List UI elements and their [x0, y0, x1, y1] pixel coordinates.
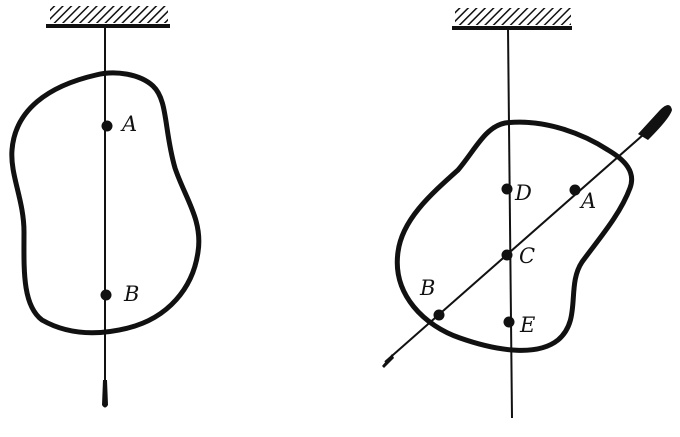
right-point-b-dot [433, 309, 445, 321]
right-figure: D A C B E [382, 8, 672, 419]
right-point-d-dot [501, 183, 513, 195]
left-irregular-body [9, 70, 202, 336]
right-irregular-body [394, 119, 634, 353]
left-figure: A B [9, 6, 202, 408]
left-point-b-dot [100, 289, 112, 301]
right-oblique-tail [382, 354, 394, 368]
right-point-a-dot [569, 184, 581, 196]
right-point-d-label: D [514, 181, 532, 205]
right-point-a-label: A [579, 189, 596, 213]
left-point-b-label: B [123, 282, 139, 306]
right-oblique-handle [638, 105, 672, 140]
right-point-b-label: B [419, 276, 435, 300]
right-plumb-line [507, 27, 513, 419]
right-point-c-dot [501, 249, 513, 261]
left-point-a-label: A [120, 112, 137, 136]
right-point-e-dot [503, 316, 515, 328]
left-point-a-dot [101, 120, 113, 132]
right-oblique-line [384, 119, 661, 363]
left-plumb-bob [102, 380, 108, 408]
right-point-e-label: E [519, 313, 535, 337]
left-ceiling-support [46, 6, 170, 28]
right-point-c-label: C [519, 244, 535, 268]
right-ceiling-support [452, 8, 572, 30]
